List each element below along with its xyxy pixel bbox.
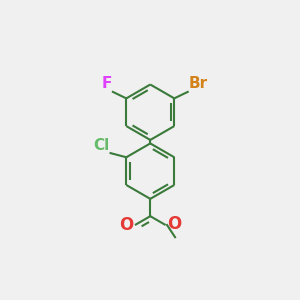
Text: F: F xyxy=(101,76,112,91)
Text: Cl: Cl xyxy=(93,138,110,153)
Text: O: O xyxy=(167,215,181,233)
Text: O: O xyxy=(119,216,133,234)
Text: Br: Br xyxy=(189,76,208,91)
